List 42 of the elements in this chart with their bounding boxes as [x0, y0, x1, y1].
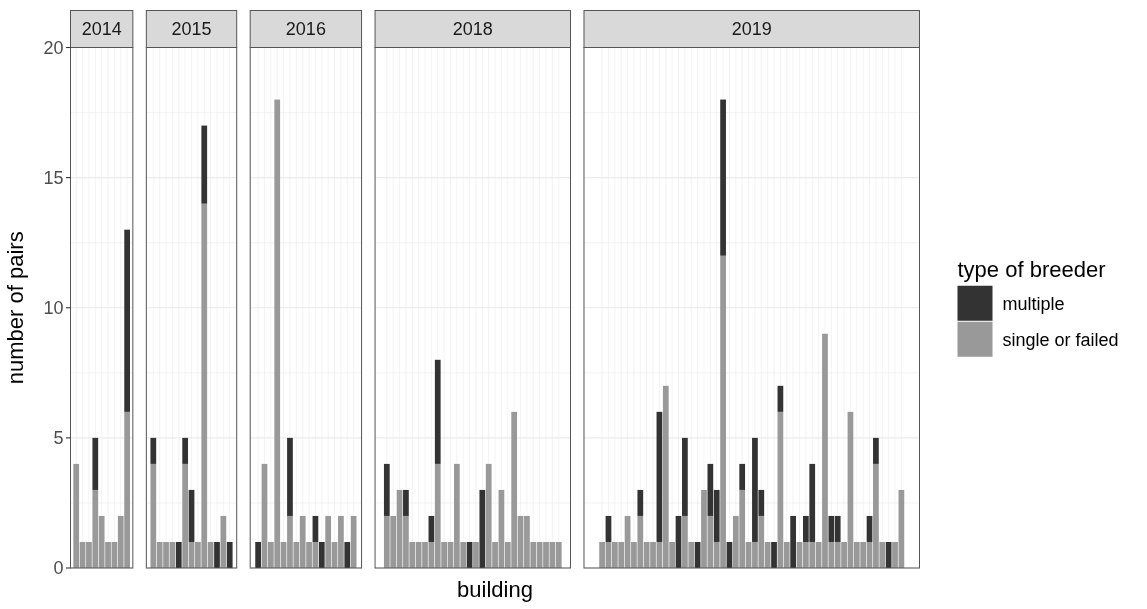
y-tick-label: 15 — [43, 167, 64, 188]
legend-label: multiple — [1002, 293, 1065, 314]
y-tick-label: 0 — [53, 558, 64, 579]
bar — [873, 437, 879, 464]
bar — [226, 541, 233, 568]
bar — [182, 437, 189, 464]
bar — [720, 99, 726, 256]
bar — [255, 541, 261, 568]
bar — [220, 515, 227, 568]
chart-title: 2015 — [171, 19, 212, 40]
y-tick-label: 5 — [53, 428, 64, 449]
y-axis-title: number of pairs — [2, 231, 28, 385]
y-tick-label: 20 — [43, 37, 64, 58]
bar — [344, 541, 351, 568]
bar — [479, 489, 486, 568]
bar — [473, 541, 479, 568]
bar — [175, 541, 182, 568]
bar — [790, 515, 796, 568]
x-axis-title: building — [457, 577, 533, 602]
bar — [885, 541, 892, 568]
bar — [771, 541, 777, 568]
chart-title: 2016 — [285, 19, 326, 40]
bar — [201, 125, 208, 204]
bar — [124, 229, 131, 412]
chart-title: 2014 — [81, 19, 122, 40]
bar — [739, 463, 746, 490]
bar — [682, 437, 688, 516]
bar — [637, 489, 644, 516]
bar — [434, 359, 441, 464]
bar — [403, 489, 409, 516]
bar — [350, 515, 357, 568]
bar — [92, 437, 99, 490]
bar — [150, 437, 157, 464]
bar — [287, 437, 293, 516]
chart-title: 2018 — [452, 19, 493, 40]
legend-title: type of breeder — [957, 257, 1106, 283]
bar — [214, 541, 220, 568]
bar — [318, 541, 325, 568]
chart-title: 2019 — [731, 19, 772, 40]
y-tick-label: 10 — [43, 298, 64, 319]
legend-label: single or failed — [1002, 329, 1119, 350]
bar — [383, 463, 390, 516]
